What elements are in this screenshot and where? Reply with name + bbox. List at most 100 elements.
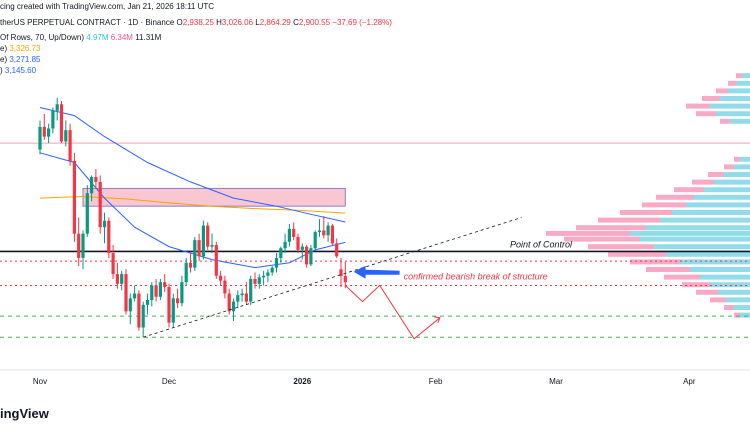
vp-down-bar (724, 305, 734, 310)
candle-body (249, 278, 253, 302)
drawings: confirmed bearish break of structure (143, 217, 548, 340)
candle-body (206, 225, 210, 247)
change-value: −37.69 (−1.28%) (332, 18, 392, 27)
vp-up-bar (740, 312, 750, 318)
ma-legend-3[interactable]: ) 3,145.60 (0, 66, 36, 75)
open-value: 2,938.25 (182, 18, 214, 27)
candle-body (51, 110, 55, 129)
candle-body (309, 248, 313, 265)
vp-down-bar (646, 267, 690, 272)
close-value: 2,900.55 (298, 18, 331, 27)
candle-body (317, 230, 322, 233)
vp-down-bar (708, 172, 724, 177)
candle-body (81, 233, 85, 258)
candle-body (197, 240, 201, 257)
candle-body (176, 298, 180, 304)
candle-body (137, 293, 141, 328)
symbol-name[interactable]: therUS PERPETUAL CONTRACT · 1D · Binance (0, 18, 175, 27)
ma-1-value: 3,326.73 (9, 44, 41, 53)
vp-up-bar (740, 156, 750, 162)
candle-body (201, 225, 205, 257)
vp-up-bar (742, 73, 750, 79)
candle-body (210, 245, 214, 247)
candle-body (111, 253, 115, 275)
vp-down-bar (692, 179, 714, 185)
candle-body (47, 128, 51, 137)
vp-up-bar (640, 236, 750, 242)
vp-down-bar (686, 103, 710, 109)
x-axis: Nov Dec 2026 Feb Mar Apr (0, 369, 750, 386)
projection-path (344, 284, 441, 340)
candle-body (107, 220, 111, 254)
vp-down-volume: 6.34M (110, 33, 133, 42)
candle-body (163, 282, 167, 288)
candle-body (262, 275, 266, 278)
ma-legend-1[interactable]: e) 3,326.73 (0, 44, 41, 53)
symbol-line: therUS PERPETUAL CONTRACT · 1D · Binance… (0, 18, 392, 27)
candle-body (330, 225, 334, 244)
tradingview-brand: ingView (0, 406, 49, 421)
moving-average-line (39, 107, 346, 223)
vp-down-bar (598, 217, 660, 223)
candle-body (98, 181, 102, 228)
candle-body (64, 130, 68, 142)
vp-label: Of Rows, 70, Up/Down) (0, 33, 85, 42)
candle-body (270, 267, 274, 273)
candle-body (240, 293, 244, 296)
annotation-arrow (353, 265, 400, 279)
created-line: cing created with TradingView.com, Jan 2… (0, 2, 214, 11)
vp-down-bar (736, 73, 742, 79)
candle-body (72, 160, 76, 234)
vp-up-bar (646, 225, 750, 231)
candle-body (223, 280, 227, 294)
candle-body (154, 285, 158, 297)
candle-body (257, 277, 261, 284)
low-value: 2,864.29 (259, 18, 291, 27)
x-tick-label: 2026 (293, 377, 311, 386)
candle-body (231, 301, 236, 312)
vp-down-bar (696, 289, 718, 295)
candle-body (167, 287, 171, 323)
candle-body (158, 282, 162, 297)
candle-body (244, 293, 248, 302)
vp-down-bar (696, 111, 716, 117)
vp-down-bar (664, 274, 700, 280)
candle-body (128, 298, 132, 312)
horizontal-levels: Point of Control (0, 142, 750, 338)
candle-body (38, 126, 42, 150)
candle-body (326, 225, 330, 236)
low-label: L (255, 18, 260, 27)
candle-body (141, 304, 145, 328)
vp-down-bar (642, 202, 686, 208)
vp-down-bar (682, 282, 710, 288)
candle-body (42, 126, 46, 137)
vp-down-bar (576, 225, 646, 231)
candle-body (55, 104, 59, 111)
vp-up-bar (728, 88, 750, 94)
high-value: 3,026.06 (221, 18, 254, 27)
vp-up-bar (734, 164, 750, 170)
vp-up-bar (690, 267, 750, 272)
point-of-control-label: Point of Control (510, 239, 573, 249)
vp-down-bar (702, 96, 720, 101)
vp-up-bar (726, 297, 750, 303)
vp-up-bar (694, 194, 750, 200)
ma-legend-2[interactable]: e) 3,271.85 (0, 55, 41, 64)
candle-body (85, 193, 89, 234)
ma-2-label: e) (0, 55, 8, 64)
candle-body (133, 293, 137, 299)
vp-up-bar (714, 179, 750, 185)
ma-3-value: 3,145.60 (4, 66, 37, 75)
candle-body (292, 228, 296, 237)
candle-body (188, 262, 193, 268)
volume-profile-legend[interactable]: Of Rows, 70, Up/Down) 4.97M 6.34M 11.31M (0, 33, 161, 42)
vp-down-bar (674, 187, 704, 193)
brand-text: ingView (0, 406, 49, 421)
vp-up-bar (710, 103, 750, 109)
x-tick-label: Dec (162, 377, 176, 386)
candles (38, 97, 347, 338)
candle-body (124, 274, 128, 312)
vp-down-bar (564, 236, 640, 242)
vp-up-bar (680, 259, 750, 265)
